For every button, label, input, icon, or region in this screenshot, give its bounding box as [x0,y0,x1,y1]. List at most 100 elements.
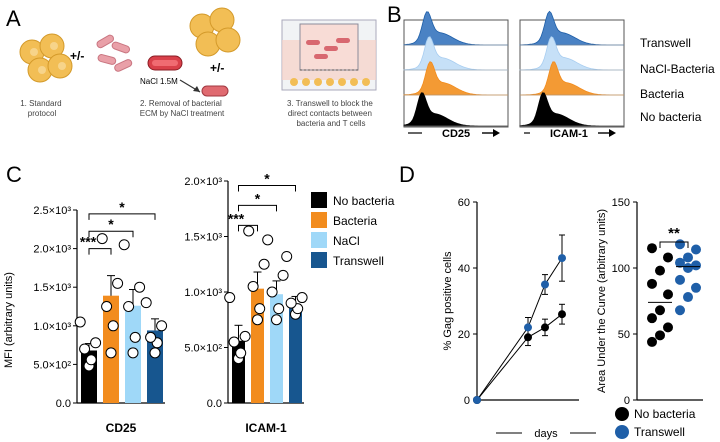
significance-bracket [238,204,277,212]
data-point [90,337,102,349]
data-point [85,354,97,366]
data-point [129,331,141,343]
legend-bacteria: Bacteria [333,214,377,228]
significance-label: * [119,199,125,215]
icam1-bar-chart: 0.05.0×10²1.0×10³1.5×10³2.0×10³*****ICAM… [184,170,308,435]
significance-label: ** [668,225,680,242]
chart-title: ICAM-1 [245,421,287,435]
data-point [647,278,657,289]
legend-nacl-bacteria: NaCl-Bacteria [640,62,715,76]
data-point [683,252,693,263]
significance-bracket [88,213,156,220]
bacterium-with-ecm-icon [147,55,183,71]
x-axis-label: days [534,428,558,440]
significance-label: * [108,216,114,232]
cd25-bar-chart: 0.05.0×10²1.0×10³1.5×10³2.0×10³2.5×10³**… [33,199,168,435]
data-point [675,305,685,316]
y-tick-label: 150 [612,197,630,209]
data-point [655,305,665,316]
data-point [683,292,693,303]
legend-transwell: Transwell [640,36,691,50]
y-tick-label: 1.0×10³ [184,287,222,299]
data-point [262,234,274,246]
data-point [663,322,673,333]
data-point [647,243,657,254]
arrow-right-icon [598,129,616,137]
legend-swatch-no-bacteria [311,192,327,208]
data-point [266,286,278,298]
data-point [252,314,263,326]
series-line-transwell [476,257,563,401]
y-tick-label: 100 [612,263,630,275]
t-cells-cluster-icon [189,7,241,57]
plus-minus-label-1: +/- [70,49,84,63]
data-point [79,343,91,355]
y-tick-label: 2.5×10³ [33,205,71,217]
panel-letter-b: B [387,2,402,27]
legend-bacteria: Bacteria [640,87,684,101]
significance-bracket [88,230,134,238]
y-tick-label: 2.0×10³ [33,244,71,256]
icam1-histogram [519,10,625,128]
y-tick-label: 20 [458,329,470,341]
data-point [558,310,566,319]
data-point [74,316,86,328]
data-point [247,280,259,292]
y-tick-label: 1.5×10³ [184,232,222,244]
cd25-histogram [403,11,509,128]
y-tick-label: 0 [624,395,630,407]
panel-c-legend: No bacteria Bacteria NaCl Transwell [311,192,395,268]
bar-transwell [289,307,302,403]
y-tick-label: 5.0×10² [184,343,222,355]
data-point [675,274,685,285]
y-tick-label: 0.0 [207,398,222,410]
y-axis-label: % Gag positive cells [442,251,454,351]
step3-caption: 3. Transwell to block the direct contact… [287,99,375,128]
panel-letter-c: C [6,162,22,187]
data-point [149,347,161,359]
legend-swatch-bacteria [311,212,327,228]
significance-label: *** [80,234,97,250]
data-point [145,331,157,343]
data-point [271,314,282,326]
y-tick-label: 1.5×10³ [33,282,71,294]
panel-b: Transwell NaCl-Bacteria Bacteria No bact… [403,10,715,140]
data-point [105,347,117,359]
gag-timecourse-chart: 0 20 40 60 % Gag positive cells days [442,197,596,440]
plus-minus-label-2: +/- [210,61,224,75]
data-point [691,244,701,255]
series-line-no-bacteria [476,313,563,401]
data-point [647,336,657,347]
y-tick-label: 0.0 [56,398,71,410]
data-point [281,250,293,262]
data-point [112,277,124,289]
y-tick-label: 50 [618,329,630,341]
data-point [140,297,152,309]
data-point [473,396,481,404]
legend-no-bacteria: No bacteria [333,194,395,208]
y-tick-label: 0 [464,395,470,407]
significance-bracket [659,241,689,248]
data-point [101,301,113,312]
data-point [118,239,130,251]
data-point [296,292,308,304]
y-axis-label: Area Under the Curve (arbitrary units) [596,209,608,393]
step2-caption: 2. Removal of bacterial ECM by NaCl trea… [140,99,225,118]
icam1-axis-label: ICAM-1 [550,128,588,140]
auc-scatter-chart: 0 50 100 150 Area Under the Curve (arbitrary… [596,197,703,407]
panel-c-ylabel: MFI (arbitrary units) [3,272,15,368]
data-point [285,297,297,309]
data-point [235,347,247,359]
significance-label: * [264,170,270,186]
legend-swatch-transwell [311,252,327,268]
legend-transwell: Transwell [634,425,685,439]
data-point [541,323,549,332]
y-tick-label: 1.0×10³ [33,321,71,333]
panel-a: +/- 1. Standard protocol NaCl 1.5M +/- [19,7,377,128]
data-point [239,330,251,342]
data-point [224,292,236,304]
data-point [691,260,701,271]
panel-letter-d: D [399,162,415,187]
data-point [675,257,685,268]
